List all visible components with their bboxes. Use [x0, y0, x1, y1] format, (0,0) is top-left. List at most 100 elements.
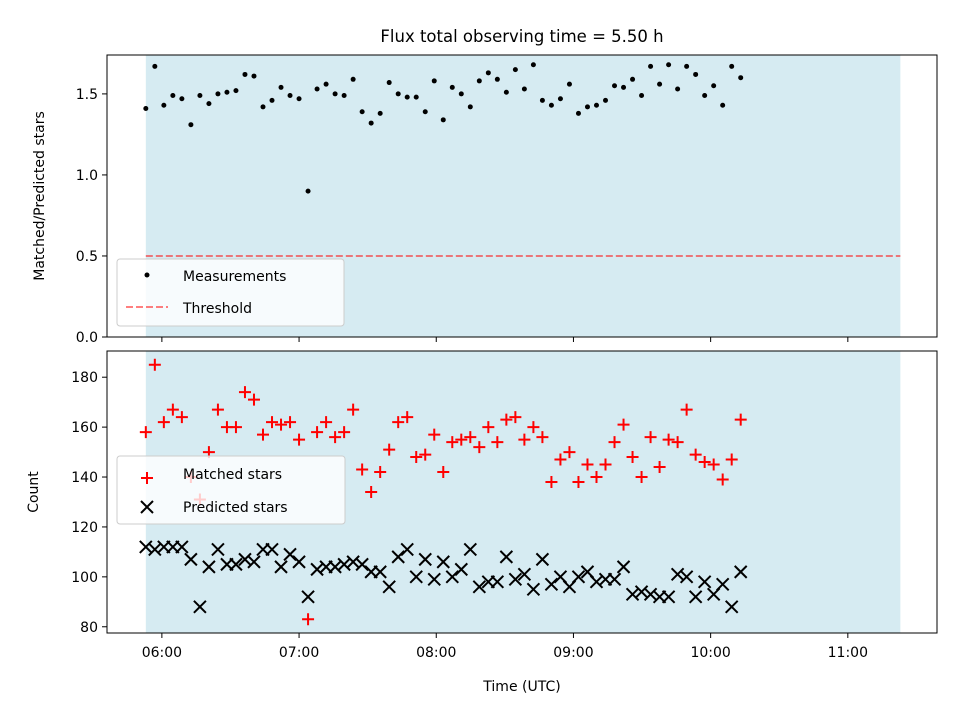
measurement-point: [305, 188, 311, 194]
predicted-star-point: [373, 565, 387, 579]
matched-star-point: [401, 411, 414, 424]
predicted-star-point: [175, 540, 189, 554]
measurement-point: [566, 81, 572, 87]
predicted-star-point: [607, 572, 622, 587]
ratio-y-axis: 0.0 0.5 1.0 1.5: [76, 87, 107, 346]
ratio-y-tick-label: 0.0: [76, 330, 98, 346]
count-y-tick-label: 80: [80, 620, 98, 636]
measurement-point: [738, 75, 744, 81]
matched-star-point: [302, 613, 315, 626]
measurement-point: [593, 102, 599, 108]
predicted-star-point: [148, 542, 162, 557]
matched-star-point: [347, 403, 360, 416]
legend-measurements-marker: [144, 272, 150, 278]
predicted-star-point: [688, 590, 703, 604]
predicted-star-point: [616, 560, 631, 574]
predicted-star-point: [463, 542, 478, 557]
ratio-panel-frame: [106, 54, 938, 338]
measurement-point: [404, 94, 410, 100]
predicted-star-point: [202, 560, 216, 574]
predicted-star-point: [211, 542, 225, 557]
measurement-point: [684, 63, 690, 69]
matched-star-point: [599, 458, 612, 471]
measurement-point: [630, 76, 636, 82]
count-panel-frame: [106, 350, 938, 634]
measurement-point: [170, 93, 176, 99]
measurement-point: [603, 97, 609, 103]
matched-star-point: [410, 451, 423, 464]
matched-star-point: [509, 411, 522, 424]
matched-star-point: [581, 458, 594, 471]
predicted-star-point: [355, 557, 369, 572]
predicted-star-point: [247, 555, 261, 569]
predicted-star-point: [724, 600, 739, 614]
matched-star-point: [527, 421, 540, 434]
measurement-point: [548, 102, 554, 108]
matched-star-point: [446, 436, 459, 449]
ratio-y-tick-label: 1.0: [76, 168, 98, 184]
predicted-star-point: [454, 562, 469, 577]
matched-star-point: [428, 428, 441, 441]
matched-star-point: [238, 386, 251, 399]
count-y-tick-label: 160: [71, 420, 98, 436]
matched-star-point: [211, 403, 224, 416]
count-y-tick-label: 120: [71, 520, 98, 536]
measurement-point: [666, 62, 672, 68]
predicted-star-point: [238, 552, 252, 567]
predicted-star-point: [670, 567, 685, 582]
predicted-star-point: [634, 585, 649, 599]
matched-star-point: [554, 453, 567, 466]
measurement-point: [242, 71, 248, 77]
measurement-point: [575, 110, 581, 116]
predicted-star-point: [535, 552, 550, 567]
count-y-tick-label: 140: [71, 470, 98, 486]
measurement-point: [557, 96, 563, 102]
matched-star-point: [247, 393, 260, 406]
matched-star-point: [716, 473, 729, 486]
matched-star-point: [419, 448, 432, 461]
matched-star-point: [518, 433, 531, 446]
matched-star-point: [275, 418, 288, 431]
matched-star-point: [356, 463, 369, 476]
ratio-y-axis-label: Matched/Predicted stars: [32, 111, 48, 281]
measurement-point: [621, 84, 627, 90]
measurement-point: [530, 62, 536, 68]
measurement-point: [161, 102, 167, 108]
measurement-point: [323, 81, 329, 87]
predicted-star-point: [679, 570, 694, 584]
time-x-tick-label: 10:00: [690, 645, 730, 661]
predicted-star-point: [589, 575, 604, 589]
legend-predicted-marker: [140, 500, 154, 514]
measurement-point: [693, 71, 699, 77]
measurement-point: [377, 110, 383, 116]
ratio-x-ticks: [161, 337, 849, 342]
matched-star-point: [617, 418, 630, 431]
matched-star-point: [608, 436, 621, 449]
predicted-star-point: [734, 565, 748, 579]
time-x-tick-label: 07:00: [279, 645, 319, 661]
measurement-point: [449, 84, 455, 90]
predicted-star-point: [292, 555, 306, 569]
measurement-point: [422, 109, 428, 115]
matched-star-point: [256, 428, 269, 441]
predicted-star-point: [427, 572, 441, 587]
matched-star-point: [157, 416, 170, 429]
matched-star-point: [166, 403, 179, 416]
measurement-point: [260, 104, 266, 110]
predicted-star-point: [328, 560, 342, 574]
predicted-star-point: [697, 575, 712, 589]
predicted-star-point: [139, 540, 153, 554]
legend-predicted-label: Predicted stars: [183, 500, 288, 516]
predicted-star-point: [400, 542, 414, 557]
predicted-star-point: [643, 587, 658, 602]
measurement-point: [350, 76, 356, 82]
measurement-point: [215, 91, 221, 97]
ratio-legend-box: [116, 258, 345, 327]
matched-star-point: [311, 426, 324, 439]
figure-title: Flux total observing time = 5.50 h: [380, 27, 663, 46]
measurement-point: [467, 104, 473, 110]
time-x-tick-label: 06:00: [142, 645, 182, 661]
measurement-point: [188, 122, 194, 128]
matched-star-point: [464, 431, 477, 444]
matched-star-point: [698, 456, 711, 469]
